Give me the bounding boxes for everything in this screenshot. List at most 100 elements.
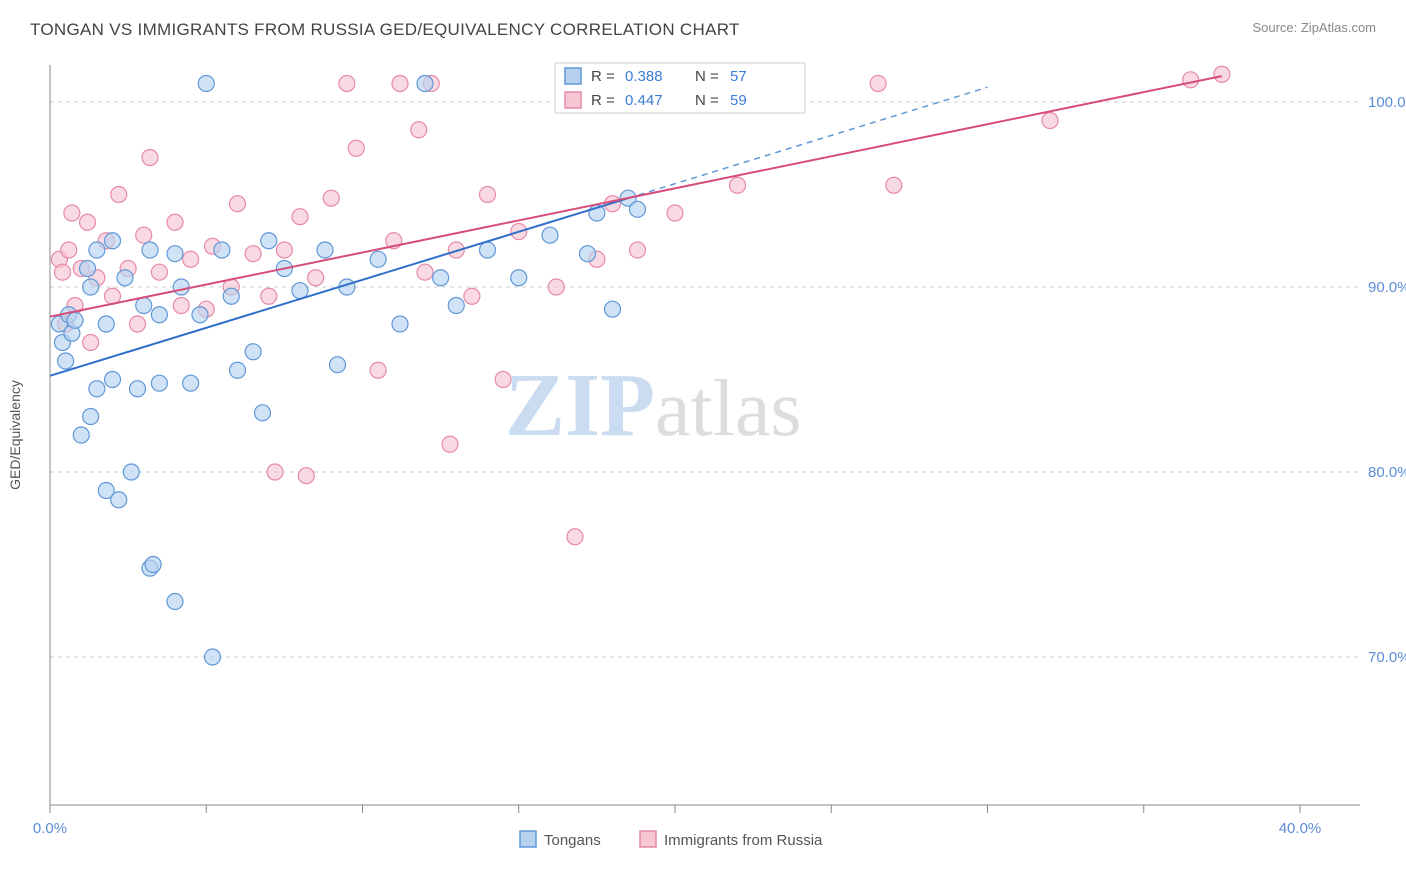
data-point [667,205,683,221]
data-point [886,177,902,193]
data-point [83,409,99,425]
data-point [1183,72,1199,88]
data-point [442,436,458,452]
legend-label: Immigrants from Russia [664,832,823,849]
data-point [73,427,89,443]
data-point [151,264,167,280]
data-point [370,362,386,378]
data-point [223,288,239,304]
data-point [167,594,183,610]
stats-n-value: 57 [730,68,747,85]
data-point [64,205,80,221]
y-tick-label: 90.0% [1368,279,1406,296]
stats-r-value: 0.388 [625,68,663,85]
data-point [548,279,564,295]
data-point [136,227,152,243]
data-point [117,270,133,286]
data-point [167,214,183,230]
data-point [605,301,621,317]
data-point [317,242,333,258]
data-point [142,150,158,166]
data-point [142,242,158,258]
data-point [55,264,71,280]
data-point [98,316,114,332]
data-point [495,372,511,388]
stats-r-label: R = [591,68,615,85]
data-point [111,187,127,203]
legend-label: Tongans [544,832,601,849]
y-tick-label: 100.0% [1368,94,1406,111]
data-point [183,375,199,391]
stats-n-value: 59 [730,92,747,109]
data-point [630,242,646,258]
data-point [298,468,314,484]
data-point [1042,113,1058,129]
data-point [123,464,139,480]
data-point [276,242,292,258]
data-point [308,270,324,286]
data-point [370,251,386,267]
data-point [136,298,152,314]
data-point [61,242,77,258]
stats-n-label: N = [695,68,719,85]
data-point [111,492,127,508]
data-point [80,261,96,277]
data-point [267,464,283,480]
data-point [205,649,221,665]
y-tick-label: 80.0% [1368,464,1406,481]
data-point [511,270,527,286]
source-label: Source: ZipAtlas.com [1252,20,1376,35]
data-point [167,246,183,262]
data-point [261,288,277,304]
data-point [630,201,646,217]
data-point [417,76,433,92]
data-point [392,76,408,92]
data-point [192,307,208,323]
data-point [392,316,408,332]
x-tick-label: 0.0% [33,820,67,837]
data-point [89,242,105,258]
stats-n-label: N = [695,92,719,109]
data-point [870,76,886,92]
chart-container: ZIPatlas0.0%40.0%70.0%80.0%90.0%100.0%GE… [0,55,1406,892]
data-point [245,246,261,262]
y-axis-label: GED/Equivalency [7,380,23,490]
data-point [214,242,230,258]
data-point [261,233,277,249]
stats-r-label: R = [591,92,615,109]
legend-swatch [565,92,581,108]
data-point [433,270,449,286]
data-point [83,335,99,351]
data-point [151,375,167,391]
data-point [58,353,74,369]
data-point [464,288,480,304]
data-point [448,298,464,314]
data-point [67,312,83,328]
stats-r-value: 0.447 [625,92,663,109]
data-point [230,196,246,212]
data-point [480,187,496,203]
data-point [80,214,96,230]
data-point [83,279,99,295]
legend-swatch [520,831,536,847]
watermark: ZIP [505,356,655,455]
data-point [130,316,146,332]
data-point [1214,66,1230,82]
data-point [145,557,161,573]
data-point [330,357,346,373]
data-point [245,344,261,360]
data-point [339,76,355,92]
data-point [130,381,146,397]
data-point [323,190,339,206]
data-point [411,122,427,138]
data-point [183,251,199,267]
data-point [105,372,121,388]
data-point [348,140,364,156]
data-point [580,246,596,262]
data-point [105,233,121,249]
data-point [151,307,167,323]
legend-swatch [640,831,656,847]
data-point [173,279,189,295]
watermark: atlas [655,365,802,453]
legend-swatch [565,68,581,84]
